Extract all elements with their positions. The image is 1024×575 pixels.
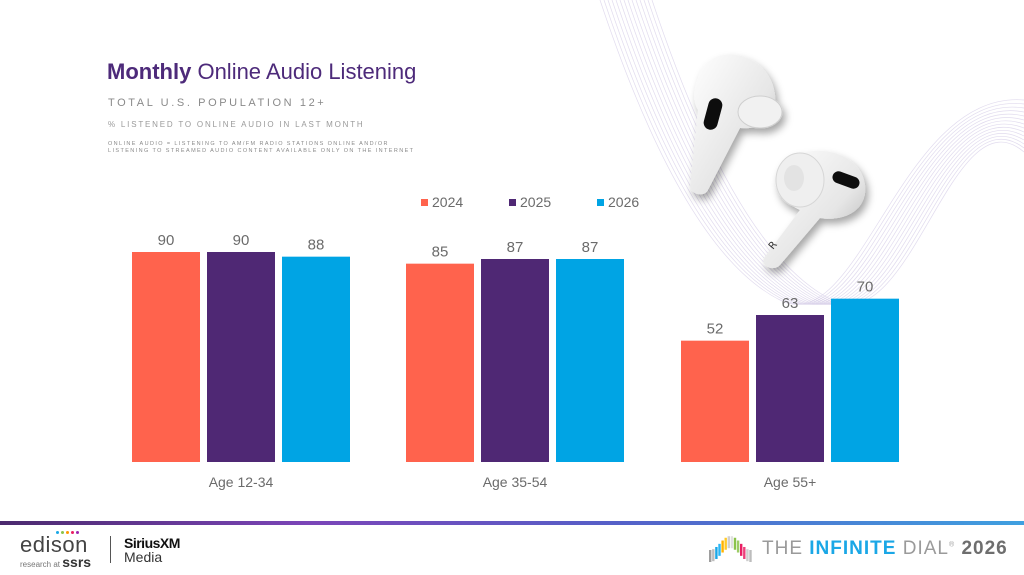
wave-line	[615, 0, 1024, 305]
right-earbud: R	[763, 150, 866, 269]
legend-item-2026: 2026	[597, 194, 685, 210]
bar-2025-age-35-54	[481, 259, 549, 462]
dial-year: 2026	[961, 538, 1008, 559]
infinity-stripe	[749, 550, 752, 562]
bar-2026-age-12-34	[282, 256, 350, 462]
wave-line	[603, 0, 1024, 305]
bar-2024-age-35-54	[406, 263, 474, 462]
bar-2025-age-55-	[756, 315, 824, 462]
legend-swatch-2026	[597, 198, 604, 206]
infinity-stripe	[721, 540, 724, 553]
category-label: Age 12-34	[209, 474, 274, 490]
legend-item-2024: 2024	[421, 194, 509, 210]
data-label: 88	[308, 237, 325, 254]
wave-line	[643, 0, 1024, 305]
infinity-stripe	[718, 543, 721, 556]
logo-divider	[110, 536, 111, 563]
siriusxm-logo: SiriusXM Media	[124, 536, 180, 564]
edison-dots-icon	[56, 531, 79, 534]
subtitle: TOTAL U.S. POPULATION 12+	[108, 97, 327, 109]
title-rest: Online Audio Listening	[197, 59, 417, 84]
edison-subline: research at ssrs	[20, 554, 91, 570]
legend-label-2026: 2026	[608, 194, 640, 210]
data-label: 63	[782, 295, 799, 312]
infinite-dial-wordmark: THE INFINITE DIAL® 2026	[762, 538, 1008, 560]
data-label: 90	[233, 232, 250, 249]
title-bold: Monthly	[107, 59, 192, 84]
category-label: Age 55+	[764, 474, 817, 490]
note-line-1: ONLINE AUDIO = LISTENING TO AM/FM RADIO …	[108, 141, 389, 147]
infinity-stripe	[743, 546, 746, 559]
bar-2024-age-55-	[681, 340, 749, 462]
wave-line	[607, 0, 1024, 305]
wave-line	[647, 0, 1024, 305]
data-label: 87	[507, 239, 524, 256]
infinity-stripe	[727, 536, 730, 549]
infinity-icon	[709, 536, 752, 562]
wave-line	[611, 0, 1024, 305]
infinite-dial-logo: THE INFINITE DIAL® 2026	[706, 536, 1008, 562]
earbuds-image: R	[690, 54, 866, 269]
dial-registered: ®	[948, 541, 956, 549]
infinity-stripe	[724, 537, 727, 550]
wave-line	[623, 0, 1024, 305]
wave-line	[639, 0, 1024, 305]
legend-swatch-2025	[509, 198, 516, 206]
infinity-stripe	[746, 549, 749, 562]
wave-line	[599, 0, 1024, 305]
legend-label-2025: 2025	[520, 194, 552, 210]
bar-2026-age-55-	[831, 298, 899, 462]
infinity-stripe	[736, 540, 740, 553]
infinity-stripe	[712, 549, 715, 562]
bar-2025-age-12-34	[207, 252, 275, 462]
definition-note: ONLINE AUDIO = LISTENING TO AM/FM RADIO …	[108, 141, 414, 155]
data-label: 85	[432, 244, 449, 261]
data-label: 52	[707, 321, 724, 338]
bar-chart: 90 90 88 Age 12-34 85 87 87 Age 35-54 52 63 70 Age …	[132, 232, 899, 490]
wave-line	[619, 0, 1024, 305]
infinity-stripe	[709, 550, 712, 562]
dial-dial: DIAL	[902, 538, 949, 559]
dial-infinite: INFINITE	[809, 538, 897, 559]
data-label: 70	[857, 279, 874, 296]
edison-logo: edison research at ssrs	[20, 531, 91, 570]
wave-line	[627, 0, 1024, 305]
infinity-stripe	[733, 537, 737, 550]
bar-2026-age-35-54	[556, 259, 624, 462]
category-label: Age 35-54	[483, 474, 548, 490]
wave-line	[635, 0, 1024, 305]
footer-divider	[0, 521, 1024, 525]
legend-item-2025: 2025	[509, 194, 597, 210]
edison-sub-brand: ssrs	[62, 554, 92, 570]
measure-label: % LISTENED TO ONLINE AUDIO IN LAST MONTH	[108, 120, 365, 129]
infinity-stripe	[730, 536, 734, 549]
page-title: Monthly Online Audio Listening	[107, 59, 416, 85]
edison-sub-prefix: research at	[20, 560, 61, 569]
wave-line	[631, 0, 1024, 305]
legend-label-2024: 2024	[432, 194, 464, 210]
chart-legend: 2024 2025 2026	[421, 194, 685, 210]
infinity-stripe	[740, 543, 743, 556]
legend-swatch-2024	[421, 198, 428, 206]
edison-wordmark: edison	[20, 532, 88, 557]
dial-the: THE	[762, 538, 803, 559]
siriusxm-media: Media	[124, 549, 163, 565]
note-line-2: LISTENING TO STREAMED AUDIO CONTENT AVAI…	[108, 148, 415, 154]
data-label: 90	[158, 232, 175, 249]
left-earbud	[690, 54, 783, 195]
infinity-stripe	[715, 546, 718, 559]
data-label: 87	[582, 239, 599, 256]
siriusxm-wordmark: SiriusXM	[124, 535, 180, 551]
bar-2024-age-12-34	[132, 252, 200, 462]
